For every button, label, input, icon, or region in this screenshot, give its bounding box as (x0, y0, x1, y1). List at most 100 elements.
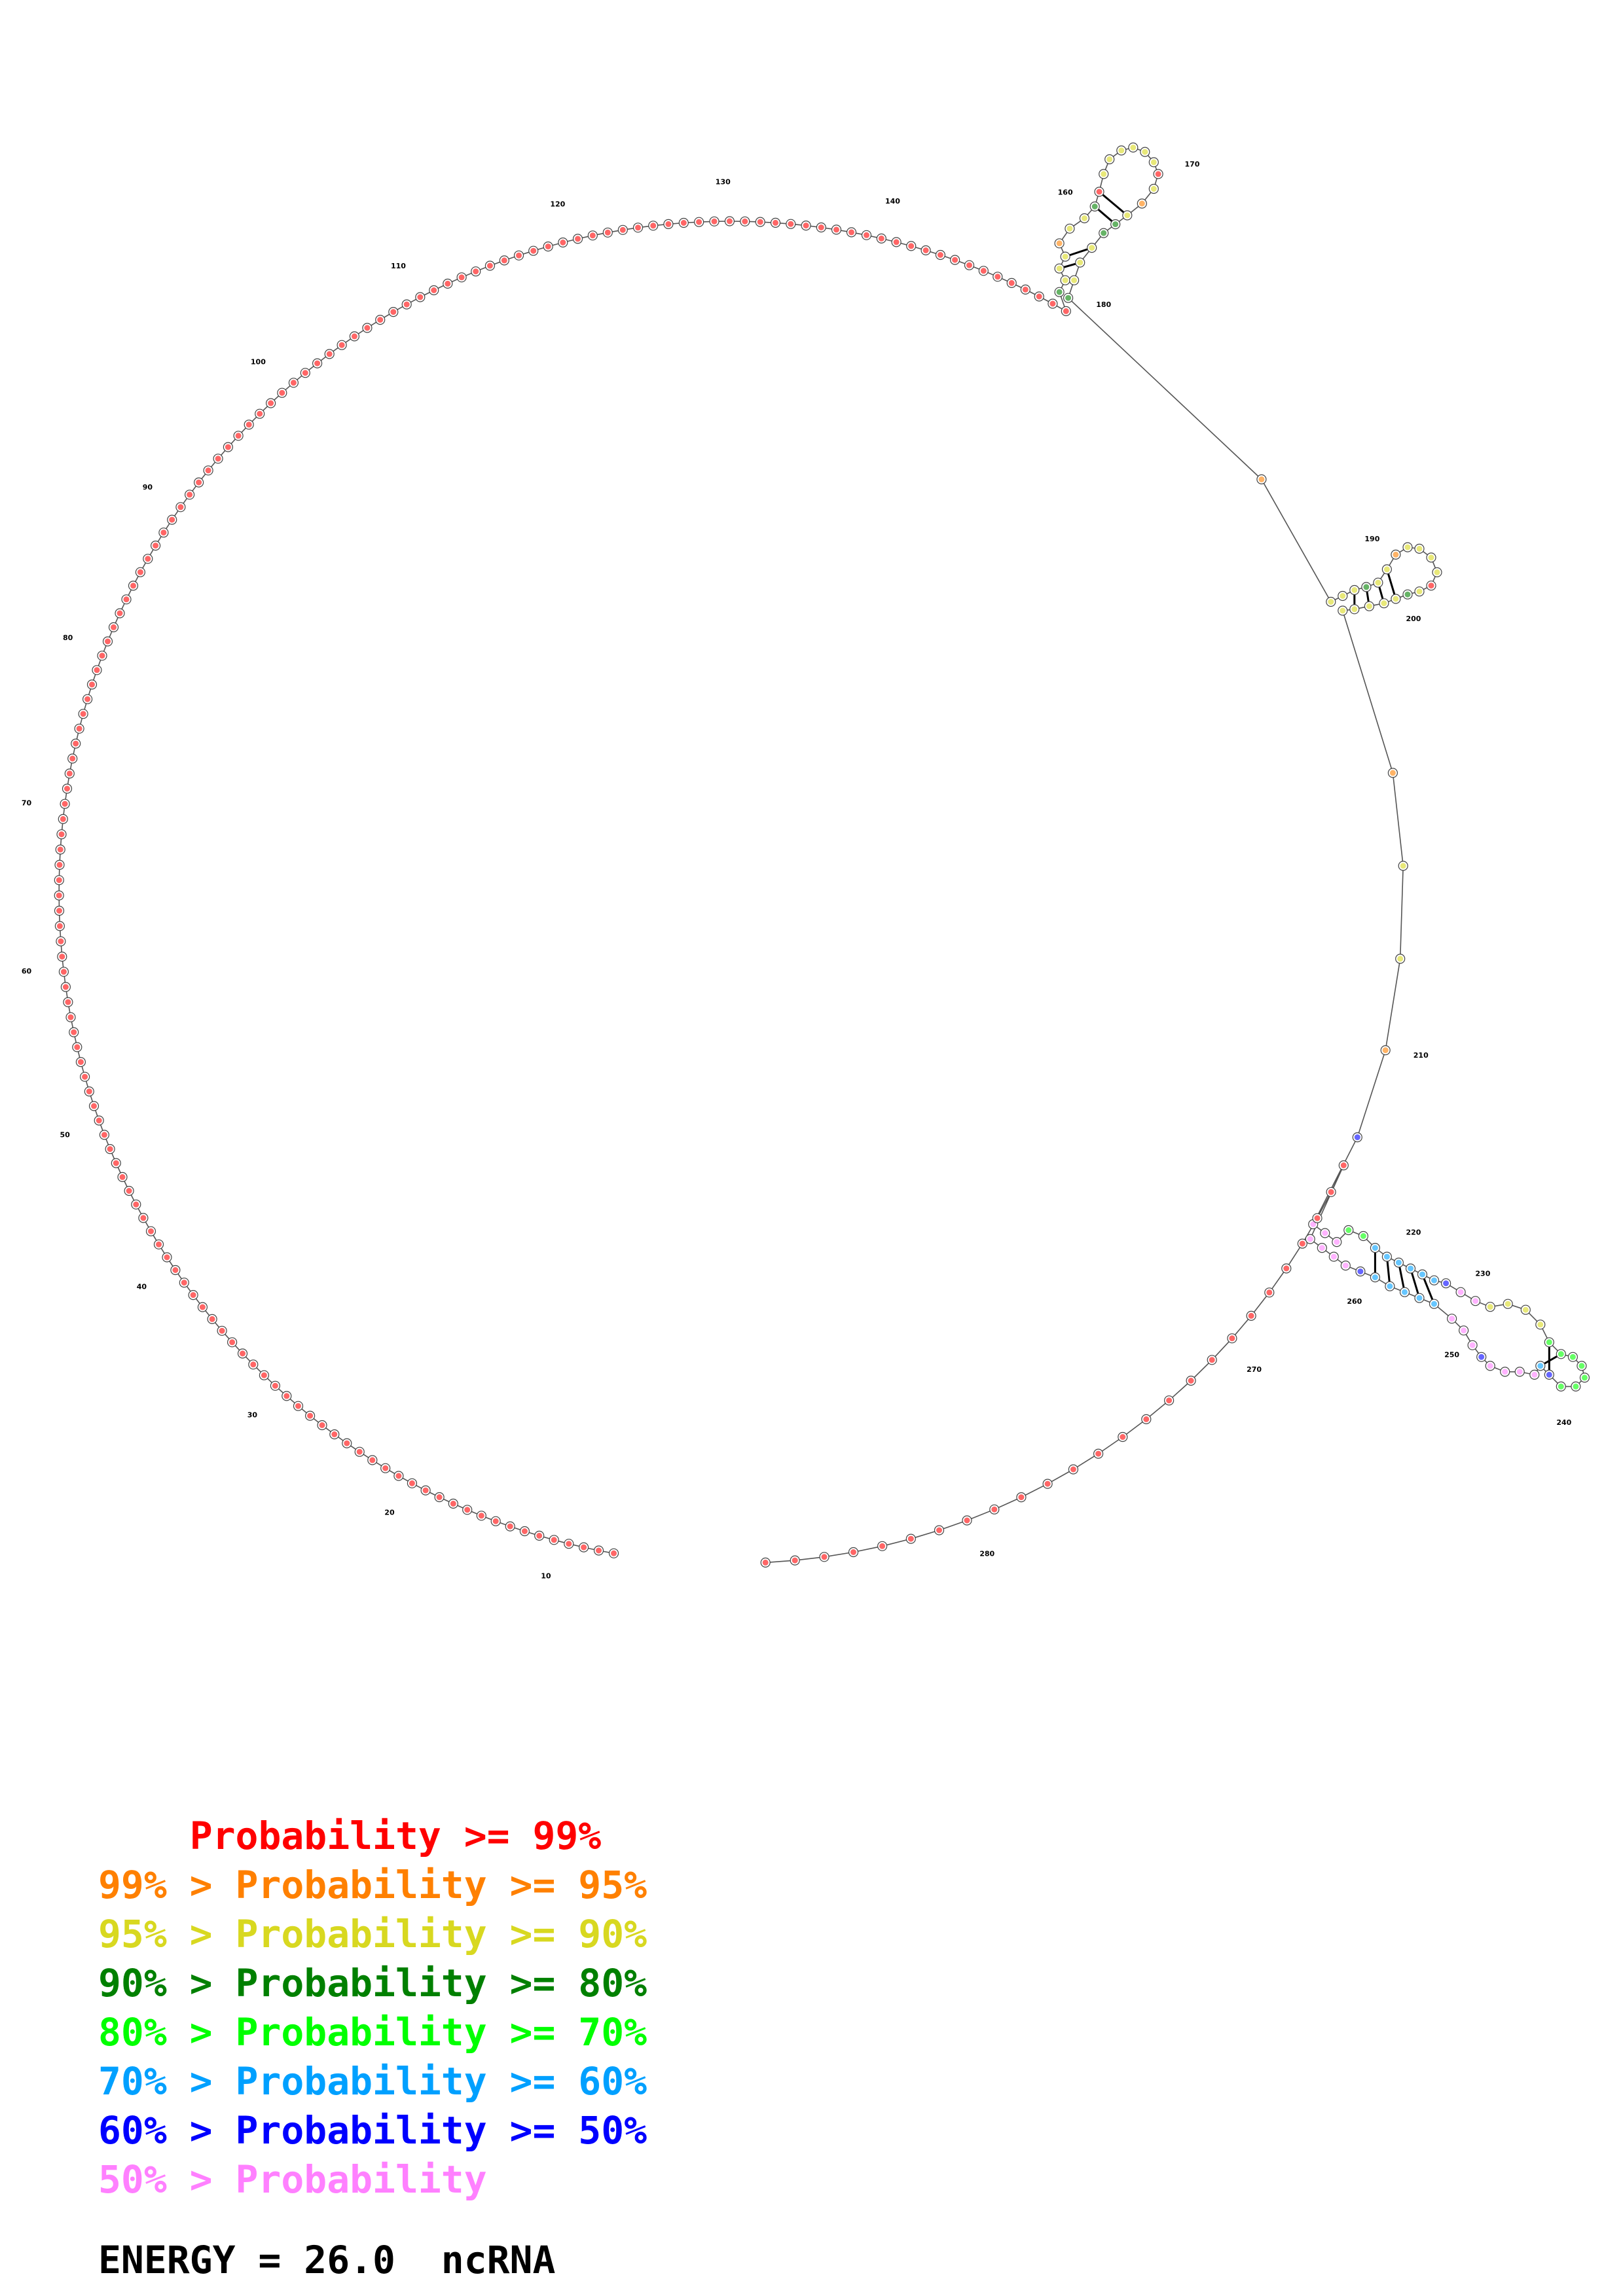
nucleotide-fill (1537, 1321, 1544, 1328)
nucleotide-fill (1229, 1335, 1235, 1342)
nucleotide-fill (1372, 1245, 1378, 1251)
nucleotide-fill (507, 1523, 513, 1530)
nucleotide-fill (422, 1487, 429, 1494)
base-pair (1397, 1262, 1406, 1293)
nucleotide-fill (272, 1382, 278, 1389)
nucleotide-fill (833, 226, 839, 233)
nucleotide-fill (60, 816, 66, 822)
nucleotide-fill (1065, 295, 1072, 301)
tick-label: 120 (550, 200, 565, 209)
nucleotide-fill (1419, 1271, 1425, 1278)
nucleotide-fill (390, 309, 397, 315)
nucleotide-fill (1328, 1189, 1334, 1195)
nucleotide-fill (445, 280, 451, 287)
nucleotide-fill (177, 504, 184, 511)
nucleotide-fill (113, 1160, 119, 1166)
nucleotide-fill (225, 444, 231, 450)
nucleotide-fill (351, 333, 357, 340)
nucleotide-fill (464, 1507, 471, 1513)
nucleotide-fill (91, 1103, 97, 1109)
legend-item: 90% > Probability >= 80% (98, 1960, 753, 2006)
nucleotide-fill (1375, 579, 1381, 586)
nucleotide-fill (94, 667, 100, 673)
tick-label: 100 (251, 358, 266, 367)
nucleotide-fill (105, 638, 111, 645)
nucleotide-fill (331, 1431, 338, 1437)
nucleotide-fill (1387, 1283, 1393, 1289)
nucleotide-fill (1307, 1236, 1313, 1242)
nucleotide-fill (773, 219, 778, 226)
nucleotide-fill (338, 342, 345, 348)
nucleotide-fill (908, 243, 915, 249)
nucleotide-fill (619, 226, 626, 233)
nucleotide-fill (1578, 1363, 1585, 1369)
nucleotide-fill (101, 1132, 107, 1138)
legend-text: Probability >= 95% (235, 1863, 647, 1907)
nucleotide-fill (1531, 1371, 1538, 1378)
tick-label: 20 (384, 1508, 395, 1516)
nucleotide-fill (1071, 277, 1078, 283)
nucleotide-fill (164, 1254, 170, 1261)
nucleotide-fill (1077, 259, 1084, 266)
nucleotide-fill (803, 223, 809, 229)
nucleotide-fill (1089, 245, 1095, 251)
nucleotide-fill (1351, 606, 1358, 613)
nucleotide-fill (257, 410, 263, 417)
nucleotide-fill (1416, 1295, 1423, 1301)
legend-item: 50% > Probability (98, 2157, 753, 2202)
nucleotide-fill (1372, 1274, 1378, 1281)
nucleotide-fill (117, 610, 123, 617)
tick-label: 160 (1058, 188, 1073, 196)
tick-label: 70 (22, 798, 32, 807)
nucleotide-fill (1478, 1354, 1485, 1360)
nucleotide-fill (545, 243, 551, 250)
nucleotide-fill (187, 492, 193, 498)
nucleotide-fill (1283, 1265, 1290, 1272)
nucleotide-fill (1434, 569, 1440, 575)
nucleotide-fill (156, 1241, 162, 1247)
nucleotide-fill (84, 696, 91, 702)
legend-item: 70% > Probability >= 60% (98, 2058, 753, 2104)
nucleotide-fill (60, 969, 67, 975)
legend-prefix: 90% > (98, 1961, 236, 2005)
nucleotide-fill (67, 1014, 74, 1020)
nucleotide-fill (1112, 221, 1119, 228)
nucleotide-fill (1319, 1245, 1325, 1251)
base-pair (1385, 569, 1397, 600)
nucleotide-fill (59, 954, 65, 960)
nucleotide-fill (1351, 587, 1358, 593)
nucleotide-fill (1062, 277, 1068, 283)
nucleotide-fill (1457, 1289, 1464, 1295)
nucleotide-fill (1428, 554, 1434, 561)
legend-prefix (98, 1814, 190, 1858)
nucleotide-fill (123, 596, 130, 603)
nucleotide-fill (126, 1188, 132, 1194)
nucleotide-fill (1404, 544, 1411, 550)
nucleotide-fill (1340, 607, 1346, 614)
nucleotide-fill (279, 389, 285, 396)
nucleotide-fill (478, 1513, 484, 1519)
nucleotide-fill (788, 221, 794, 227)
nucleotide-fill (1258, 476, 1265, 482)
nucleotide-fill (69, 755, 76, 762)
nucleotide-fill (56, 877, 62, 884)
nucleotide-fill (119, 1174, 126, 1180)
nucleotide-fill (1139, 200, 1145, 207)
legend-text: Probability >= 60% (235, 2059, 647, 2104)
nucleotide-fill (1062, 253, 1068, 260)
nucleotide-fill (1431, 1277, 1437, 1283)
legend-prefix: 50% > (98, 2157, 236, 2202)
nucleotide-fill (1096, 188, 1103, 195)
nucleotide-fill (66, 770, 73, 777)
nucleotide-fill (486, 262, 493, 269)
nucleotide-fill (62, 984, 69, 990)
nucleotide-fill (74, 1044, 81, 1050)
nucleotide-fill (1248, 1312, 1254, 1319)
nucleotide-fill (205, 467, 211, 474)
nucleotide-fill (1008, 279, 1015, 286)
nucleotide-fill (581, 1544, 587, 1551)
nucleotide-fill (1036, 293, 1042, 300)
nucleotide-fill (757, 219, 763, 225)
tick-label: 30 (247, 1411, 258, 1420)
nucleotide-fill (403, 301, 410, 308)
